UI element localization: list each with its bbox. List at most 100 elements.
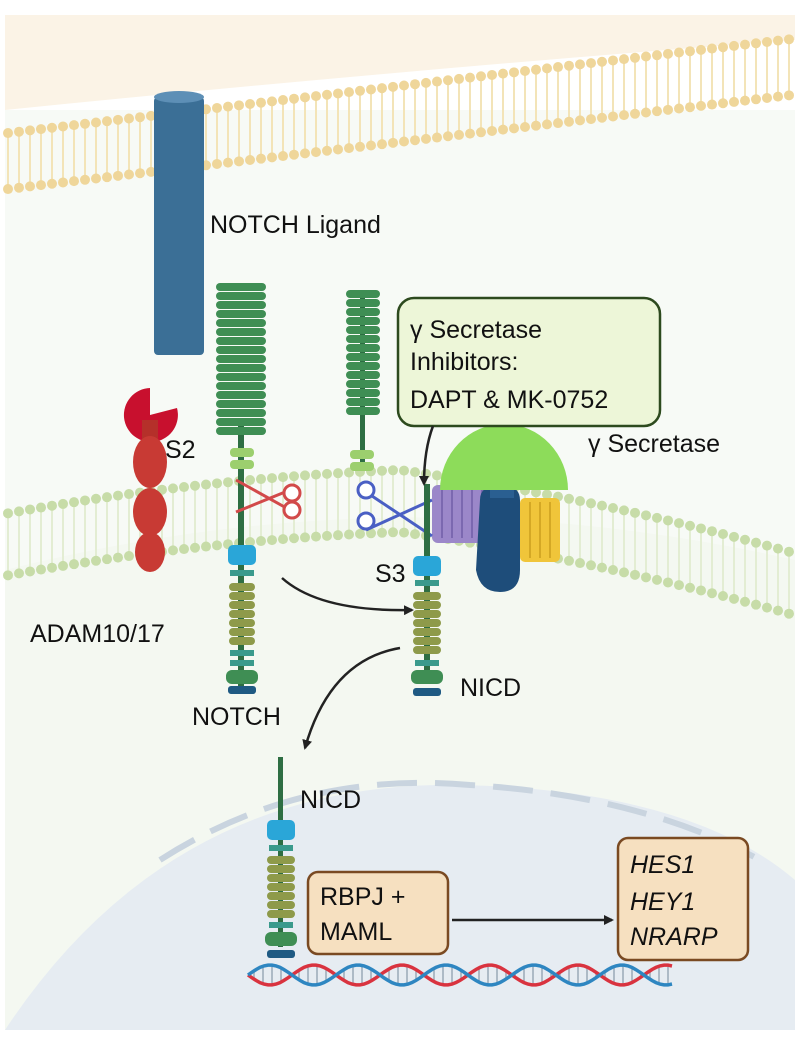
top-membrane-dot [443, 75, 453, 86]
top-membrane-dot [124, 169, 134, 180]
top-membrane-dot [355, 141, 365, 152]
lower-membrane-dot [399, 465, 409, 476]
lower-membrane-dot [762, 602, 772, 613]
ankyrin-repeat [267, 901, 295, 909]
lower-membrane-dot [47, 562, 57, 573]
top-membrane-dot [421, 77, 431, 88]
lower-membrane-dot [421, 468, 431, 479]
lower-membrane-dot [696, 585, 706, 596]
egf-repeat [216, 364, 266, 372]
top-membrane-dot [399, 80, 409, 91]
cleaved-nrr-1 [350, 450, 374, 459]
top-membrane-dot [245, 99, 255, 109]
adam-label: ADAM10/17 [30, 620, 165, 648]
lower-membrane-dot [25, 566, 35, 577]
top-membrane-dot [3, 128, 13, 139]
gamma-secretase-navy-subunit [476, 485, 520, 592]
egf-repeat [346, 371, 380, 379]
top-membrane-dot [80, 174, 90, 185]
top-membrane-dot [465, 72, 475, 83]
target-genes-box: HES1 HEY1 NRARP [616, 836, 750, 962]
lower-membrane-dot [278, 472, 288, 483]
top-membrane-dot [564, 116, 574, 127]
lower-membrane-dot [300, 532, 310, 543]
top-membrane-dot [234, 156, 244, 167]
adam10-17-protease [123, 388, 178, 572]
lower-membrane-dot [586, 498, 596, 509]
lower-membrane-dot [256, 474, 266, 485]
top-membrane-dot [575, 59, 585, 70]
top-membrane-dot [410, 79, 420, 90]
top-membrane-dot [685, 102, 695, 113]
top-membrane-dot [58, 177, 68, 188]
top-membrane-dot [432, 76, 442, 87]
top-membrane-dot [740, 95, 750, 106]
top-membrane-dot [36, 124, 46, 135]
ankyrin-repeat [413, 601, 441, 609]
lower-membrane-dot [168, 545, 178, 556]
nicd-nuclear-label: NICD [300, 786, 361, 814]
lower-membrane-dot [674, 580, 684, 591]
top-membrane-dot [377, 83, 387, 94]
top-membrane-dot [234, 100, 244, 111]
adam-domain-1 [133, 436, 167, 488]
lower-membrane-dot [322, 468, 332, 479]
lower-membrane-dot [212, 540, 222, 551]
egf-repeat [216, 427, 266, 435]
lower-membrane-dot [652, 512, 662, 523]
egf-repeat [346, 290, 380, 298]
gene-hey1: HEY1 [630, 888, 695, 916]
notch-nrr-1 [230, 448, 254, 457]
top-membrane-dot [773, 91, 783, 102]
top-membrane-dot [696, 44, 706, 55]
nicd-nuclear-ram [267, 820, 295, 840]
top-membrane-dot [278, 151, 288, 162]
cleavage-arrow [281, 577, 414, 616]
ankyrin-repeat [229, 637, 255, 645]
lower-membrane-dot [80, 495, 90, 506]
top-membrane-dot [630, 108, 640, 119]
top-membrane-dot [487, 125, 497, 136]
top-membrane-dot [124, 113, 134, 124]
notch-ram-domain [228, 545, 256, 565]
top-membrane-dot [597, 56, 607, 67]
top-membrane-dot [300, 148, 310, 159]
lower-membrane-dot [91, 493, 101, 504]
lower-membrane-dot [564, 555, 574, 566]
top-membrane-dot [520, 122, 530, 132]
top-membrane-dot [641, 51, 651, 62]
lower-membrane-dot [685, 520, 695, 531]
top-membrane-dot [58, 121, 68, 132]
top-membrane-dot [498, 68, 508, 79]
top-membrane-dot [564, 60, 574, 71]
lower-membrane-dot [267, 473, 277, 484]
top-membrane-dot [135, 112, 145, 123]
rbpj-maml-box: RBPJ + MAML [306, 870, 450, 956]
top-membrane-dot [399, 136, 409, 147]
top-membrane-dot [498, 124, 508, 135]
top-membrane-dot [729, 40, 739, 51]
lower-membrane-dot [311, 469, 321, 480]
notch-nrr-2 [230, 460, 254, 469]
lower-membrane-dot [355, 528, 365, 539]
egf-repeat [216, 283, 266, 291]
top-membrane-dot [762, 36, 772, 47]
top-membrane-dot [619, 54, 629, 65]
top-membrane-dot [652, 106, 662, 117]
top-membrane-dot [608, 55, 618, 66]
lower-membrane-dot [179, 544, 189, 555]
translocation-arrow [302, 646, 401, 750]
lower-membrane-dot [773, 543, 783, 554]
egf-repeat [216, 337, 266, 345]
lower-membrane-dot [619, 505, 629, 516]
lower-membrane-dot [366, 528, 376, 539]
top-membrane-dot [223, 157, 233, 168]
ankyrin-repeat [229, 619, 255, 627]
lower-membrane-dot [685, 582, 695, 593]
ankyrin-repeat [229, 610, 255, 618]
lower-membrane-dot [586, 560, 596, 571]
lower-membrane-dot [630, 507, 640, 518]
lower-membrane-dot [784, 546, 794, 557]
lower-membrane-dot [25, 504, 35, 515]
lower-membrane-dot [751, 537, 761, 548]
